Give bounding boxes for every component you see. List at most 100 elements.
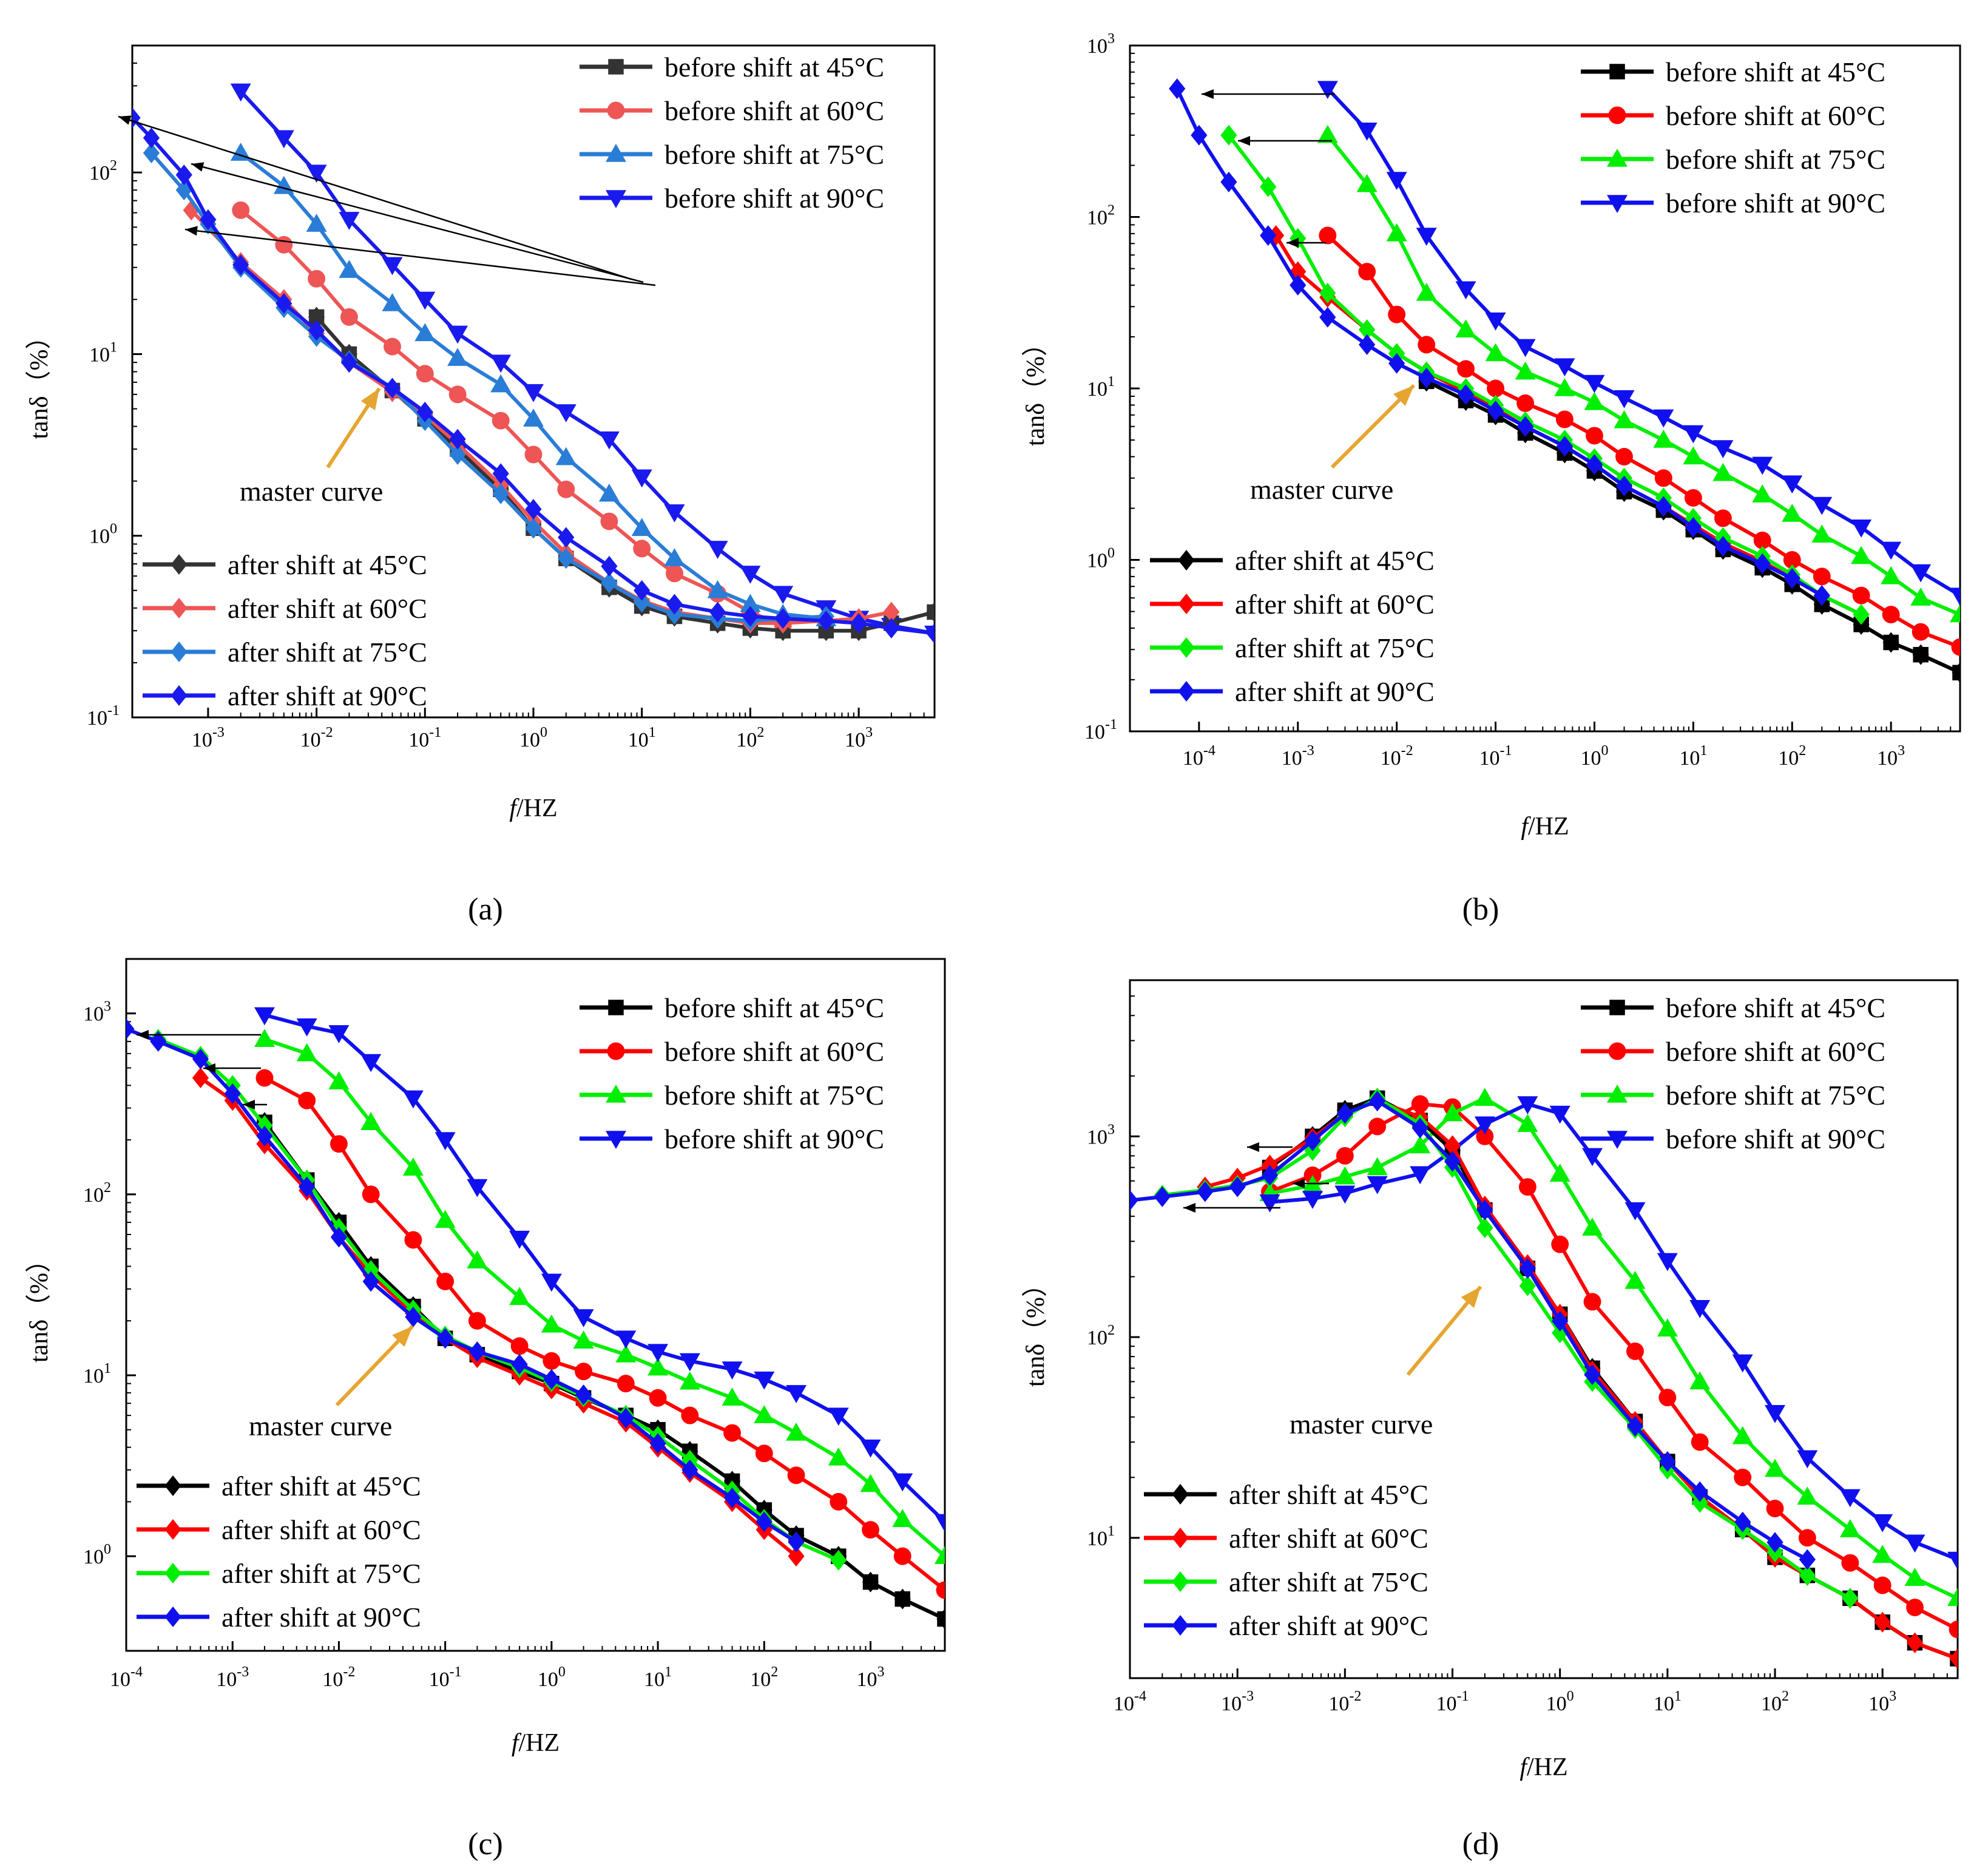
data-point-before-75 bbox=[360, 1112, 382, 1130]
data-point-after-90 bbox=[1359, 334, 1376, 355]
data-point-before-75 bbox=[328, 1071, 350, 1089]
data-point-before-75 bbox=[1334, 1166, 1356, 1185]
data-point-before-90 bbox=[509, 1230, 530, 1249]
data-point-before-60 bbox=[1418, 336, 1436, 354]
x-tick-label: 102 bbox=[1761, 1688, 1789, 1715]
legend-marker bbox=[1607, 195, 1628, 213]
data-point-before-60 bbox=[362, 1185, 380, 1204]
legend-marker bbox=[606, 1085, 626, 1103]
legend-marker bbox=[608, 59, 624, 75]
y-tick-label: 100 bbox=[89, 521, 117, 548]
legend-label-before-90: before shift at 90°C bbox=[664, 1123, 884, 1154]
series-line-before-45 bbox=[315, 316, 935, 633]
x-tick-label: 101 bbox=[1679, 743, 1707, 770]
master-curve-arrow-head bbox=[392, 1326, 413, 1347]
data-point-before-75 bbox=[1881, 566, 1902, 584]
data-point-after-90 bbox=[543, 1369, 560, 1390]
data-point-before-60 bbox=[1368, 1117, 1387, 1136]
data-point-before-75 bbox=[679, 1371, 700, 1390]
data-point-after-75 bbox=[830, 1549, 847, 1571]
legend-after: after shift at 45°C after shift at 60°C af… bbox=[137, 1471, 421, 1633]
y-tick-label: 103 bbox=[1087, 1122, 1115, 1148]
data-point-after-75 bbox=[1799, 1565, 1816, 1586]
legend-label-after-90: after shift at 90°C bbox=[1229, 1610, 1428, 1641]
data-point-before-75 bbox=[935, 1546, 945, 1564]
y-tick-label: 101 bbox=[1087, 374, 1115, 401]
data-point-before-75 bbox=[1442, 1103, 1463, 1122]
data-point-before-75 bbox=[1485, 343, 1506, 362]
data-point-before-75 bbox=[664, 548, 685, 566]
data-point-after-90 bbox=[723, 1488, 741, 1509]
data-point-after-90 bbox=[299, 1176, 316, 1197]
data-point-before-75 bbox=[414, 323, 436, 342]
data-point-before-75 bbox=[892, 1509, 913, 1528]
data-point-after-90 bbox=[1130, 1190, 1138, 1211]
y-axis-title: tanδ（%） bbox=[25, 1247, 53, 1363]
legend-label-after-60: after shift at 60°C bbox=[228, 593, 427, 624]
data-point-before-75 bbox=[1782, 504, 1803, 522]
master-curve-label: master curve bbox=[1250, 474, 1393, 505]
legend-marker bbox=[164, 1563, 181, 1583]
data-point-before-90 bbox=[935, 1514, 945, 1532]
series-layer bbox=[126, 1007, 945, 1630]
data-point-before-75 bbox=[382, 293, 403, 311]
data-point-before-90 bbox=[707, 541, 728, 559]
legend-marker bbox=[1178, 550, 1195, 571]
data-point-before-75 bbox=[339, 260, 360, 278]
data-point-after-75 bbox=[1842, 1588, 1859, 1609]
data-point-before-90 bbox=[1653, 409, 1674, 428]
data-point-before-75 bbox=[1410, 1135, 1431, 1154]
data-point-after-75 bbox=[256, 1115, 273, 1136]
legend-label-before-45: before shift at 45°C bbox=[1666, 992, 1885, 1023]
data-point-after-90 bbox=[1626, 1415, 1644, 1437]
data-point-before-60 bbox=[1654, 469, 1672, 487]
data-point-before-90 bbox=[1910, 564, 1932, 583]
data-point-before-75 bbox=[306, 214, 327, 232]
data-point-after-45 bbox=[862, 1571, 879, 1593]
data-point-before-60 bbox=[862, 1521, 879, 1539]
data-point-before-90 bbox=[598, 431, 620, 450]
data-point-before-60 bbox=[600, 512, 618, 530]
data-point-after-90 bbox=[525, 498, 542, 520]
data-point-after-60 bbox=[1874, 1611, 1891, 1633]
data-point-before-90 bbox=[296, 1018, 317, 1037]
series-line-before-75 bbox=[1269, 1096, 1958, 1600]
data-point-before-75 bbox=[1811, 524, 1833, 543]
data-point-before-60 bbox=[1841, 1554, 1859, 1572]
data-point-after-90 bbox=[224, 1083, 241, 1105]
data-point-before-90 bbox=[754, 1371, 775, 1390]
data-point-before-60 bbox=[1906, 1599, 1924, 1616]
data-point-before-60 bbox=[787, 1466, 805, 1485]
data-point-before-60 bbox=[1873, 1576, 1892, 1594]
legend-label-after-60: after shift at 60°C bbox=[221, 1514, 421, 1545]
data-point-after-90 bbox=[1659, 1451, 1676, 1472]
data-point-before-60 bbox=[330, 1135, 348, 1153]
data-point-after-90 bbox=[1154, 1186, 1171, 1207]
data-point-after-90 bbox=[558, 527, 575, 548]
data-point-before-90 bbox=[339, 212, 360, 230]
data-point-before-90 bbox=[1689, 1300, 1711, 1318]
data-point-before-90 bbox=[1485, 312, 1506, 331]
data-point-after-90 bbox=[1290, 274, 1307, 296]
data-point-before-60 bbox=[936, 1581, 945, 1599]
legend-label-before-60: before shift at 60°C bbox=[664, 1036, 884, 1067]
data-point-after-90 bbox=[192, 1048, 209, 1069]
data-point-after-90 bbox=[681, 1459, 698, 1480]
data-point-before-90 bbox=[1782, 475, 1803, 494]
legend-after: after shift at 45°C after shift at 60°C af… bbox=[1144, 1479, 1428, 1641]
data-point-before-75 bbox=[1872, 1545, 1893, 1563]
legend-marker bbox=[1607, 1085, 1628, 1103]
data-point-after-90 bbox=[1191, 124, 1208, 146]
x-tick-label: 10-3 bbox=[1282, 743, 1314, 770]
y-tick-label: 101 bbox=[83, 1361, 111, 1387]
x-tick-label: 102 bbox=[1778, 743, 1806, 770]
legend-label-after-45: after shift at 45°C bbox=[1235, 545, 1435, 576]
data-point-before-60 bbox=[543, 1352, 561, 1370]
data-point-before-90 bbox=[1455, 281, 1476, 300]
data-point-before-75 bbox=[1386, 223, 1407, 242]
legend-label-before-45: before shift at 45°C bbox=[664, 992, 884, 1023]
x-tick-label: 102 bbox=[750, 1664, 778, 1691]
legend-before: before shift at 45°C before shift at 60°C… bbox=[1581, 56, 1885, 218]
data-point-after-90 bbox=[709, 601, 726, 623]
data-point-after-90 bbox=[1476, 1199, 1493, 1221]
